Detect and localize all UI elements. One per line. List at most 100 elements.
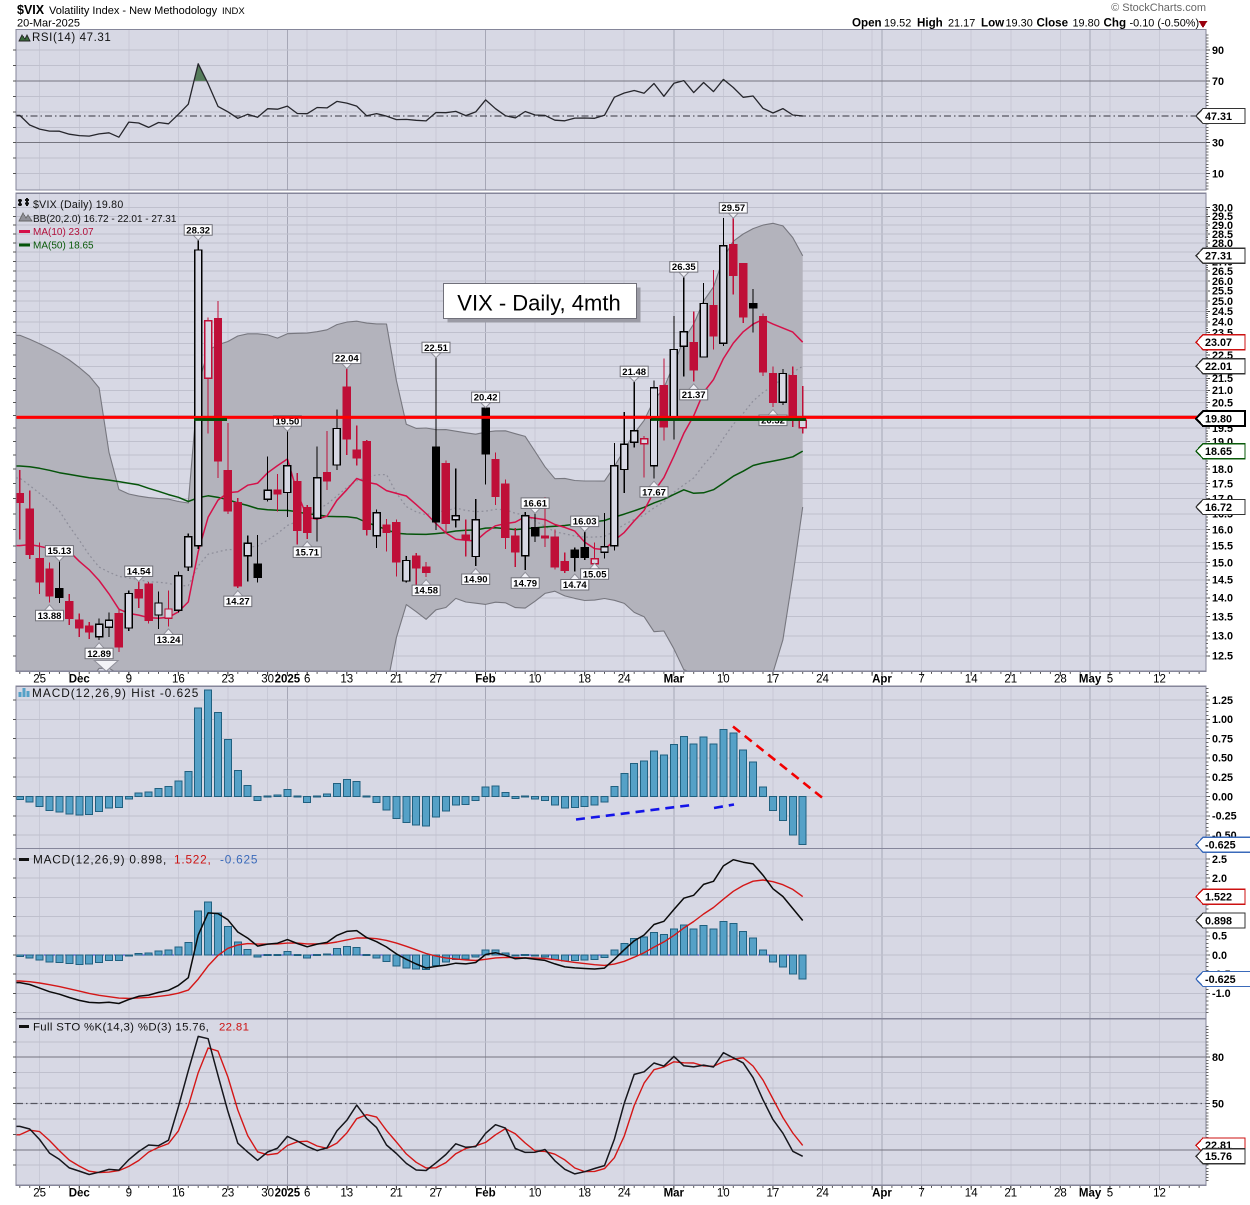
- svg-text:6: 6: [304, 674, 310, 686]
- svg-text:9: 9: [126, 674, 132, 686]
- svg-text:0.75: 0.75: [1212, 733, 1233, 745]
- svg-text:$VIX (Daily) 19.80: $VIX (Daily) 19.80: [33, 199, 123, 211]
- svg-text:22.81: 22.81: [219, 1022, 249, 1034]
- svg-text:23.07: 23.07: [1205, 337, 1232, 349]
- svg-text:Mar: Mar: [664, 1188, 685, 1200]
- svg-text:VIX - Daily, 4mth: VIX - Daily, 4mth: [457, 291, 620, 316]
- svg-text:10: 10: [717, 1188, 730, 1200]
- svg-text:MACD(12,26,9) 0.898,: MACD(12,26,9) 0.898,: [33, 853, 167, 867]
- svg-text:1.522: 1.522: [1205, 891, 1232, 903]
- svg-text:Mar: Mar: [664, 674, 685, 686]
- svg-text:29.57: 29.57: [721, 203, 745, 214]
- svg-text:14.90: 14.90: [464, 575, 488, 586]
- svg-text:24: 24: [618, 674, 631, 686]
- svg-text:5: 5: [1107, 1188, 1113, 1200]
- svg-text:23: 23: [222, 1188, 235, 1200]
- svg-text:30: 30: [1212, 138, 1224, 150]
- svg-text:13.88: 13.88: [38, 611, 62, 622]
- svg-text:-0.25: -0.25: [1212, 811, 1237, 823]
- svg-text:May: May: [1079, 1188, 1102, 1200]
- svg-text:0.50: 0.50: [1212, 753, 1233, 765]
- svg-text:17.67: 17.67: [642, 487, 666, 498]
- svg-text:MACD(12,26,9) Hist -0.625: MACD(12,26,9) Hist -0.625: [32, 686, 199, 700]
- svg-text:0.898: 0.898: [1205, 915, 1232, 927]
- svg-text:$VIX: $VIX: [17, 3, 45, 17]
- svg-text:21: 21: [390, 674, 403, 686]
- svg-text:Apr: Apr: [872, 1188, 892, 1200]
- svg-text:17.5: 17.5: [1212, 478, 1233, 490]
- svg-text:19.80: 19.80: [1205, 413, 1232, 425]
- svg-text:14.79: 14.79: [513, 578, 537, 589]
- svg-text:20-Mar-2025: 20-Mar-2025: [17, 18, 80, 30]
- svg-text:22.51: 22.51: [424, 343, 448, 354]
- svg-text:-0.625: -0.625: [1205, 974, 1236, 986]
- svg-text:25: 25: [33, 674, 46, 686]
- svg-text:13: 13: [340, 674, 353, 686]
- svg-text:1.00: 1.00: [1212, 714, 1233, 726]
- svg-text:10: 10: [1212, 168, 1224, 180]
- svg-text:12: 12: [1153, 674, 1166, 686]
- svg-text:2025: 2025: [275, 1188, 301, 1200]
- svg-text:28: 28: [1054, 1188, 1067, 1200]
- svg-text:18: 18: [578, 674, 591, 686]
- svg-text:18.65: 18.65: [1205, 446, 1232, 458]
- svg-text:High: High: [917, 17, 943, 30]
- svg-text:21: 21: [1004, 674, 1017, 686]
- svg-text:Low: Low: [981, 17, 1005, 30]
- svg-text:30.0: 30.0: [1212, 203, 1233, 215]
- svg-text:18.0: 18.0: [1212, 464, 1233, 476]
- svg-text:28: 28: [1054, 674, 1067, 686]
- svg-text:Dec: Dec: [69, 1188, 91, 1200]
- svg-text:7: 7: [918, 1188, 924, 1200]
- svg-text:1.522,: 1.522,: [174, 853, 212, 867]
- svg-text:21: 21: [1004, 1188, 1017, 1200]
- svg-text:80: 80: [1212, 1052, 1224, 1064]
- svg-text:25: 25: [33, 1188, 46, 1200]
- svg-text:-0.10 (-0.50%): -0.10 (-0.50%): [1130, 18, 1200, 30]
- svg-text:14.54: 14.54: [127, 567, 151, 578]
- svg-text:0.0: 0.0: [1212, 950, 1227, 962]
- svg-text:24: 24: [816, 674, 829, 686]
- svg-text:28.32: 28.32: [186, 225, 210, 236]
- svg-text:18: 18: [578, 1188, 591, 1200]
- svg-text:MA(50) 18.65: MA(50) 18.65: [33, 241, 94, 252]
- svg-text:5: 5: [1107, 674, 1113, 686]
- svg-text:21.17: 21.17: [948, 18, 975, 30]
- svg-text:13.5: 13.5: [1212, 611, 1233, 623]
- svg-text:9: 9: [126, 1188, 132, 1200]
- svg-text:Close: Close: [1037, 17, 1069, 30]
- svg-text:15.5: 15.5: [1212, 541, 1233, 553]
- svg-text:2.0: 2.0: [1212, 873, 1227, 885]
- svg-text:RSI(14) 47.31: RSI(14) 47.31: [32, 32, 111, 44]
- svg-text:30: 30: [261, 1188, 274, 1200]
- svg-text:14.58: 14.58: [414, 586, 438, 597]
- svg-text:13: 13: [340, 1188, 353, 1200]
- svg-text:Volatility Index - New Methodo: Volatility Index - New Methodology: [49, 5, 218, 17]
- svg-text:Open: Open: [852, 17, 882, 30]
- svg-text:27: 27: [430, 1188, 443, 1200]
- svg-text:20.5: 20.5: [1212, 397, 1233, 409]
- svg-text:Chg: Chg: [1104, 17, 1127, 30]
- svg-text:May: May: [1079, 674, 1102, 686]
- svg-text:17: 17: [767, 1188, 780, 1200]
- svg-text:30: 30: [261, 674, 274, 686]
- svg-text:19.30: 19.30: [1006, 18, 1033, 30]
- svg-text:50: 50: [1212, 1098, 1224, 1110]
- svg-text:47.31: 47.31: [1205, 111, 1232, 123]
- svg-text:21.37: 21.37: [682, 390, 706, 401]
- svg-text:12.89: 12.89: [87, 649, 111, 660]
- svg-text:12.5: 12.5: [1212, 651, 1233, 663]
- svg-text:15.76: 15.76: [1205, 1151, 1232, 1163]
- svg-text:26.35: 26.35: [672, 262, 696, 273]
- svg-text:16.61: 16.61: [523, 499, 547, 510]
- svg-text:15.0: 15.0: [1212, 557, 1233, 569]
- svg-text:16.03: 16.03: [573, 517, 597, 528]
- svg-text:21.48: 21.48: [622, 367, 646, 378]
- svg-text:16: 16: [172, 1188, 185, 1200]
- svg-text:Feb: Feb: [475, 674, 495, 686]
- svg-text:-1.0: -1.0: [1212, 988, 1231, 1000]
- svg-text:14.0: 14.0: [1212, 593, 1233, 605]
- svg-text:2025: 2025: [275, 674, 301, 686]
- svg-text:14: 14: [965, 674, 978, 686]
- svg-text:-0.625: -0.625: [220, 853, 258, 867]
